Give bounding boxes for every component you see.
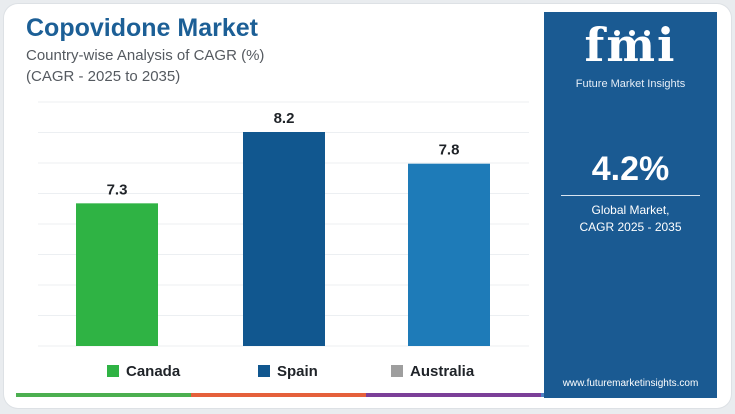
data-label-canada: 7.3	[107, 181, 128, 198]
legend-item-australia: Australia	[391, 360, 474, 382]
caption-line-2: CAGR 2025 - 2035	[579, 220, 682, 234]
bar-chart: 7.3 8.2 7.8	[38, 101, 529, 347]
accent-segment	[16, 393, 191, 397]
legend-label-australia: Australia	[410, 362, 475, 380]
legend-label-spain: Spain	[277, 362, 318, 380]
bar-canada	[76, 203, 158, 346]
divider	[561, 195, 700, 196]
legend-item-spain: Spain	[258, 360, 318, 382]
bar-spain	[243, 132, 325, 346]
data-label-spain: 8.2	[274, 110, 295, 127]
chart-title: Copovidone Market	[26, 14, 258, 42]
bar-australia	[408, 163, 490, 346]
legend-swatch-australia	[391, 365, 403, 377]
legend-label-canada: Canada	[126, 362, 181, 380]
caption-line-1: Global Market,	[591, 203, 670, 217]
chart-subtitle: Country-wise Analysis of CAGR (%)	[26, 47, 265, 64]
global-cagr-caption: Global Market, CAGR 2025 - 2035	[544, 202, 717, 236]
website-link[interactable]: www.futuremarketinsights.com	[562, 378, 699, 389]
report-card: Copovidone Market Country-wise Analysis …	[4, 4, 731, 408]
summary-panel: fmi Future Market Insights 4.2% Global M…	[544, 12, 717, 398]
legend-swatch-spain	[258, 365, 270, 377]
legend-swatch-canada	[107, 365, 119, 377]
chart-period: (CAGR - 2025 to 2035)	[26, 68, 181, 85]
logo-caption: Future Market Insights	[575, 78, 686, 90]
accent-segment	[366, 393, 541, 397]
logo-dots-icon	[614, 30, 650, 36]
global-cagr-value: 4.2%	[591, 150, 670, 188]
fmi-logo: fmi	[584, 18, 677, 72]
legend-item-canada: Canada	[107, 360, 180, 382]
data-label-australia: 7.8	[439, 142, 460, 159]
accent-segment	[191, 393, 366, 397]
